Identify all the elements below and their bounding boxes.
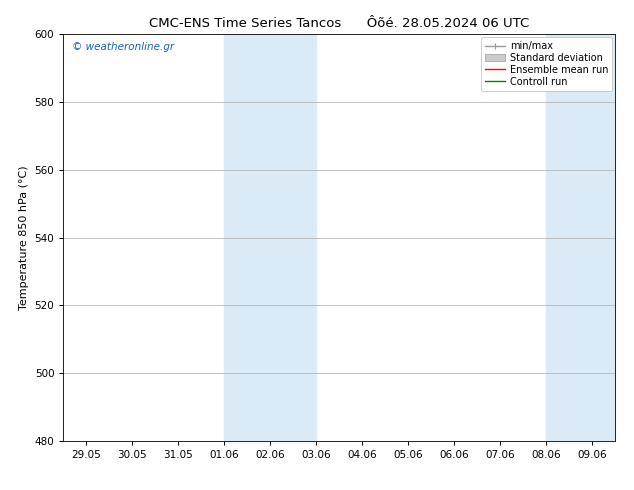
Legend: min/max, Standard deviation, Ensemble mean run, Controll run: min/max, Standard deviation, Ensemble me… — [481, 37, 612, 91]
Title: CMC-ENS Time Series Tancos      Ôõé. 28.05.2024 06 UTC: CMC-ENS Time Series Tancos Ôõé. 28.05.20… — [149, 17, 529, 30]
Text: © weatheronline.gr: © weatheronline.gr — [72, 43, 174, 52]
Bar — [224, 34, 316, 441]
Bar — [546, 34, 615, 441]
Y-axis label: Temperature 850 hPa (°C): Temperature 850 hPa (°C) — [19, 165, 29, 310]
